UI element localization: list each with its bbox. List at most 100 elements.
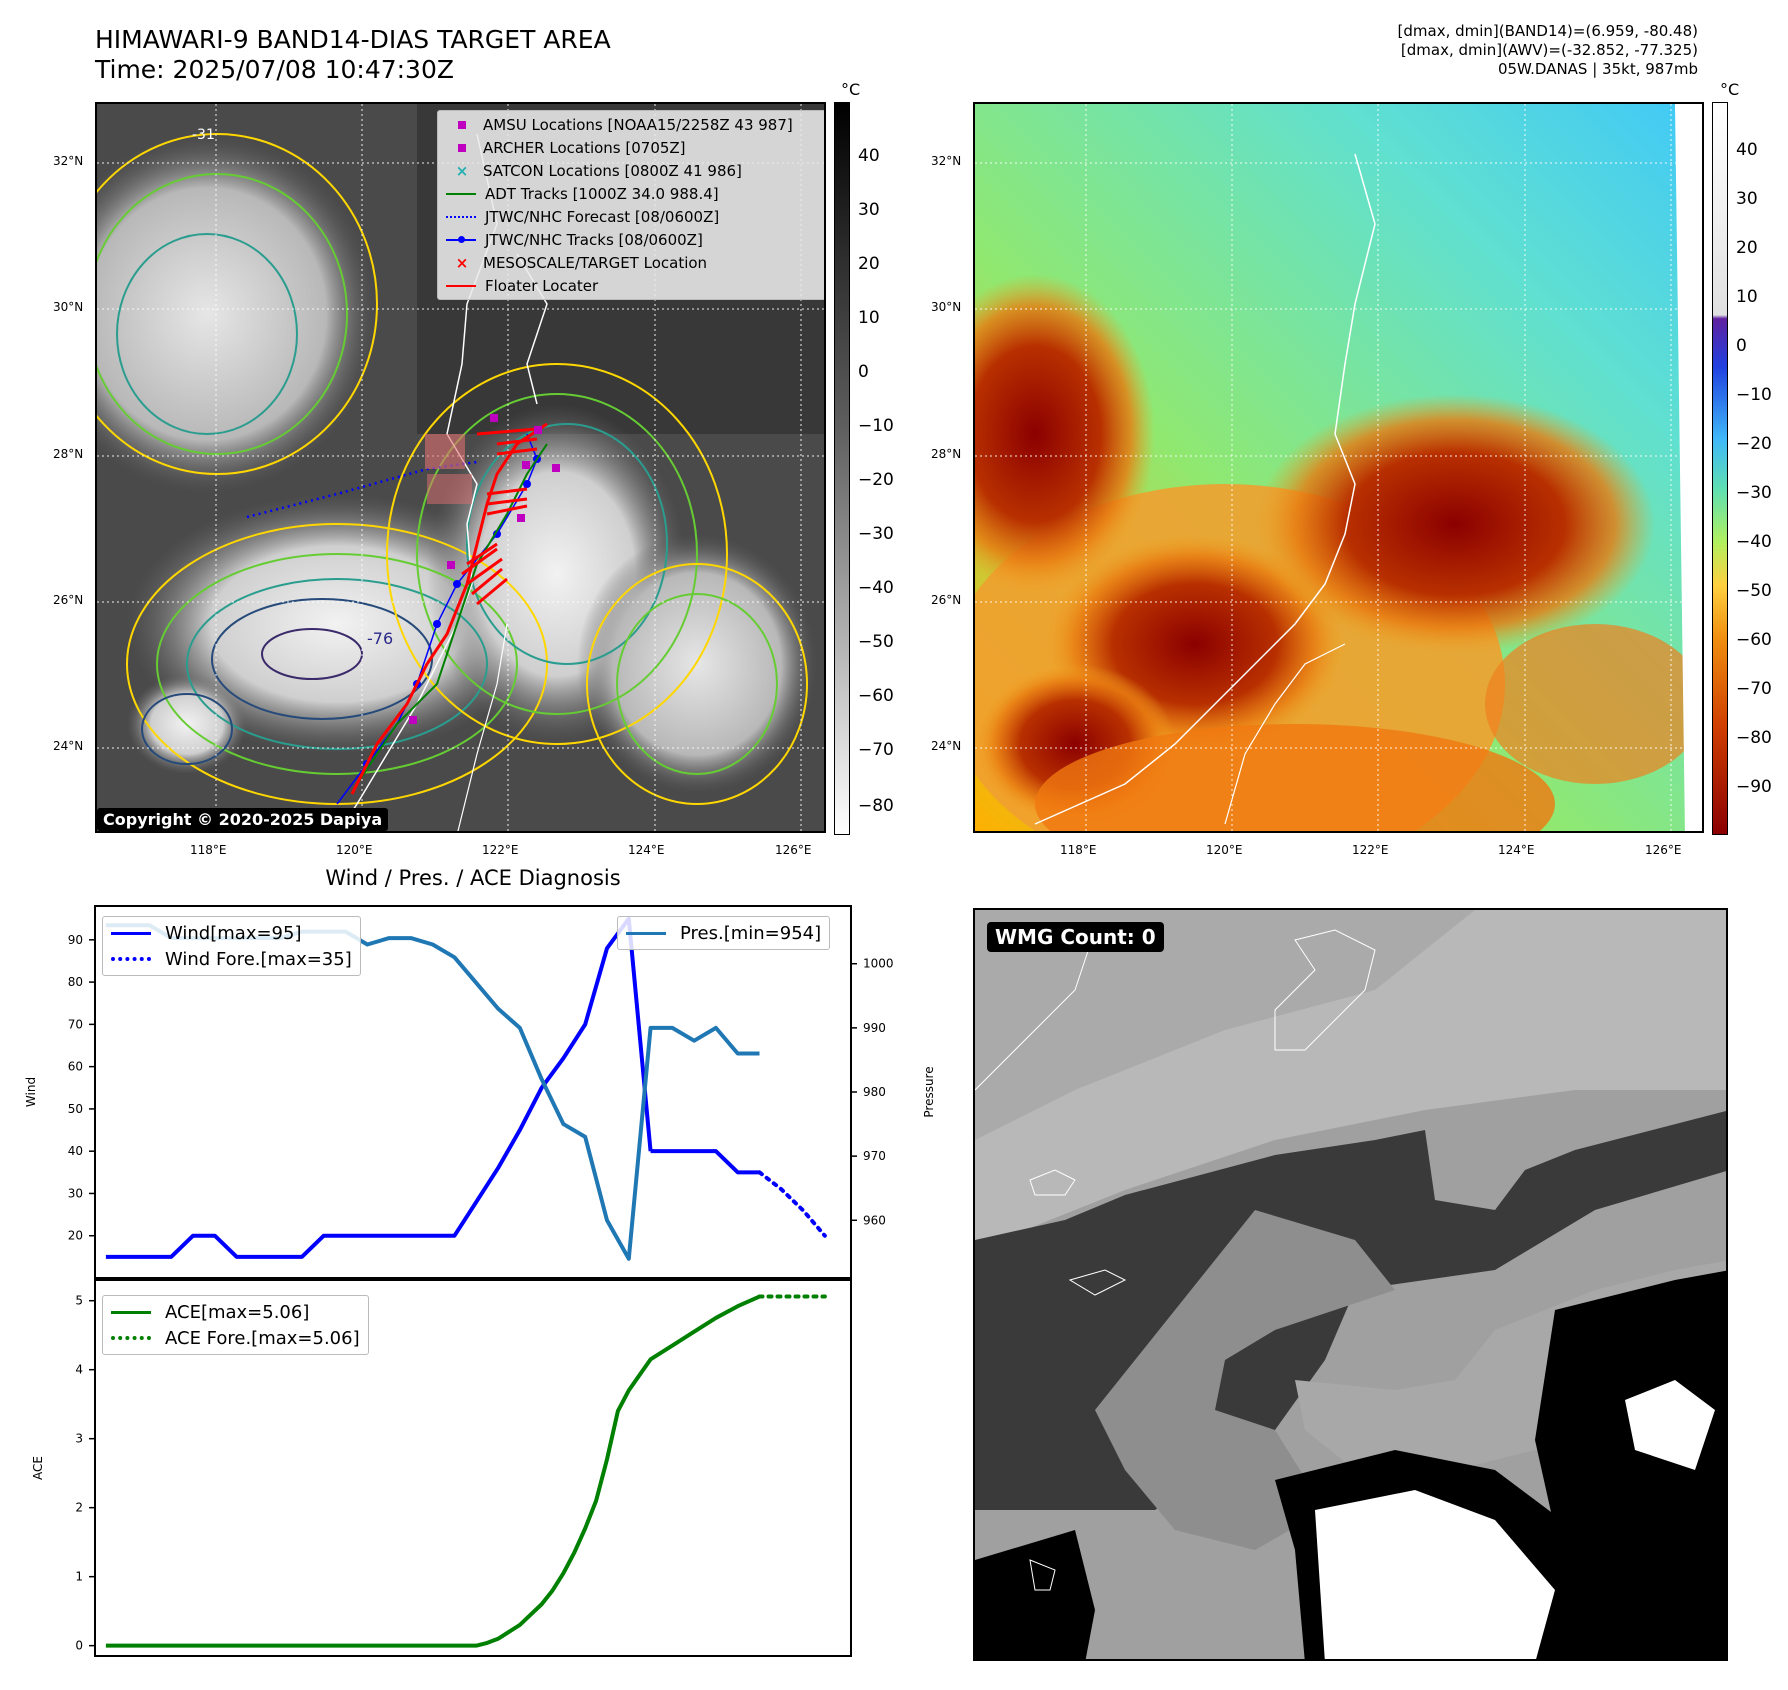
legend-item: JTWC/NHC Forecast [08/0600Z] — [442, 205, 824, 228]
wmg-panel: WMG Count: 0 — [973, 908, 1728, 1661]
info-storm: 05W.DANAS | 35kt, 987mb — [1497, 60, 1698, 78]
wind-tick-label: 40 — [68, 1144, 83, 1158]
colorbar-left — [834, 102, 850, 835]
wind-axis-label: Wind — [24, 1077, 38, 1107]
ace-tick-label: 3 — [75, 1432, 83, 1446]
wind-series-line — [650, 1149, 760, 1175]
ace-legend: ACE[max=5.06] ACE Fore.[max=5.06] — [102, 1295, 369, 1355]
lat-label: 28°N — [931, 447, 962, 461]
awv-map-panel — [973, 102, 1704, 833]
info-box: [dmax, dmin](BAND14)=(6.959, -80.48) [dm… — [1398, 22, 1698, 79]
legend-item: × MESOSCALE/TARGET Location — [455, 253, 708, 272]
colorbar-left-tick: 10 — [858, 308, 880, 328]
legend-item: AMSU Locations [NOAA15/2258Z 43 987] — [442, 113, 824, 136]
pressure-tick-label: 960 — [863, 1213, 886, 1227]
info-awv: [dmax, dmin](AWV)=(-32.852, -77.325) — [1400, 41, 1698, 59]
map-legend: AMSU Locations [NOAA15/2258Z 43 987] ARC… — [437, 110, 824, 300]
colorbar-right-tick: 20 — [1736, 238, 1758, 258]
svg-text:-31: -31 — [192, 127, 215, 143]
colorbar-left-tick: −50 — [858, 632, 894, 652]
lon-label: 124°E — [1498, 843, 1535, 857]
ace-axis-label: ACE — [31, 1456, 45, 1480]
colorbar-left-tick: 0 — [858, 362, 869, 382]
wind-tick-label: 70 — [68, 1017, 83, 1031]
wmg-count-badge: WMG Count: 0 — [987, 922, 1164, 952]
lon-label: 126°E — [775, 843, 812, 857]
colorbar-right-tick: −70 — [1736, 679, 1772, 699]
legend-item: ACE Fore.[max=5.06] — [111, 1325, 360, 1351]
wind-tick-label: 80 — [68, 975, 83, 989]
legend-item: Wind[max=95] — [111, 920, 352, 946]
colorbar-right-tick: 0 — [1736, 336, 1747, 356]
colorbar-left-tick: −30 — [858, 524, 894, 544]
wind-series-line — [105, 916, 653, 1259]
legend-item: JTWC/NHC Tracks [08/0600Z] — [442, 228, 824, 251]
ir-map-panel: -76 -31 -31 AMSU Locations [NOAA15/2258Z… — [95, 102, 826, 833]
lon-label: 126°E — [1645, 843, 1682, 857]
colorbar-right-tick: −90 — [1736, 777, 1772, 797]
wind-tick-label: 60 — [68, 1060, 83, 1074]
lon-label: 120°E — [1206, 843, 1243, 857]
lon-label: 124°E — [628, 843, 665, 857]
wind-legend: Wind[max=95] Wind Fore.[max=35] — [102, 916, 361, 976]
colorbar-left-tick: −70 — [858, 740, 894, 760]
pressure-tick-label: 1000 — [863, 957, 894, 971]
ace-tick-label: 0 — [75, 1639, 83, 1653]
colorbar-left-tick: −10 — [858, 416, 894, 436]
colorbar-right-tick: −80 — [1736, 728, 1772, 748]
copyright-label: Copyright © 2020-2025 Dapiya — [97, 808, 389, 831]
lat-label: 24°N — [931, 739, 962, 753]
wmg-image — [975, 910, 1726, 1659]
wind-tick-label: 30 — [68, 1186, 83, 1200]
ace-series-line — [105, 1294, 761, 1648]
lon-label: 118°E — [1060, 843, 1097, 857]
legend-item: ADT Tracks [1000Z 34.0 988.4] — [442, 182, 824, 205]
ace-axes-frame — [94, 1279, 852, 1657]
legend-item: ARCHER Locations [0705Z] — [442, 136, 824, 159]
colorbar-left-tick: −40 — [858, 578, 894, 598]
wind-pressure-panel: 20 30 40 50 60 70 80 90 960 970 980 990 1000 Wind Pres… — [24, 905, 936, 1279]
colorbar-right-tick: −30 — [1736, 483, 1772, 503]
colorbar-left-tick: −80 — [858, 796, 894, 816]
colorbar-right-tick: 10 — [1736, 287, 1758, 307]
legend-item: Pres.[min=954] — [626, 920, 821, 946]
colorbar-left-tick: −60 — [858, 686, 894, 706]
svg-text:-76: -76 — [367, 629, 393, 648]
chart-time: Time: 2025/07/08 10:47:30Z — [95, 55, 454, 84]
colorbar-right — [1712, 102, 1728, 835]
legend-item: Floater Locater — [442, 274, 824, 297]
info-band14: [dmax, dmin](BAND14)=(6.959, -80.48) — [1397, 22, 1698, 40]
lat-label: 28°N — [53, 447, 84, 461]
pressure-tick-label: 990 — [863, 1021, 886, 1035]
pressure-tick-label: 970 — [863, 1149, 886, 1163]
lon-label: 118°E — [190, 843, 227, 857]
ace-tick-label: 2 — [75, 1501, 83, 1515]
awv-map-image — [975, 104, 1702, 831]
colorbar-right-tick: −20 — [1736, 434, 1772, 454]
lat-label: 26°N — [53, 593, 84, 607]
lat-label: 24°N — [53, 739, 84, 753]
ace-tick-label: 5 — [75, 1294, 83, 1308]
diagnosis-title: Wind / Pres. / ACE Diagnosis — [325, 866, 621, 890]
colorbar-left-tick: 20 — [858, 254, 880, 274]
ace-tick-label: 1 — [75, 1570, 83, 1584]
pressure-tick-label: 980 — [863, 1085, 886, 1099]
lon-label: 122°E — [482, 843, 519, 857]
ace-panel: 0 1 2 3 4 5 ACE — [31, 1279, 852, 1657]
lat-label: 30°N — [53, 300, 84, 314]
wind-tick-label: 50 — [68, 1102, 83, 1116]
colorbar-right-tick: −50 — [1736, 581, 1772, 601]
chart-title: HIMAWARI-9 BAND14-DIAS TARGET AREA — [95, 25, 611, 54]
colorbar-right-unit: °C — [1720, 80, 1740, 99]
wind-tick-label: 20 — [68, 1229, 83, 1243]
pressure-axis-label: Pressure — [922, 1066, 936, 1117]
colorbar-right-tick: −40 — [1736, 532, 1772, 552]
colorbar-right-tick: −60 — [1736, 630, 1772, 650]
colorbar-right-tick: 40 — [1736, 140, 1758, 160]
colorbar-left-unit: °C — [841, 80, 861, 99]
colorbar-left-tick: 40 — [858, 146, 880, 166]
colorbar-left-tick: −20 — [858, 470, 894, 490]
legend-item: ACE[max=5.06] — [111, 1299, 360, 1325]
colorbar-right-tick: 30 — [1736, 189, 1758, 209]
